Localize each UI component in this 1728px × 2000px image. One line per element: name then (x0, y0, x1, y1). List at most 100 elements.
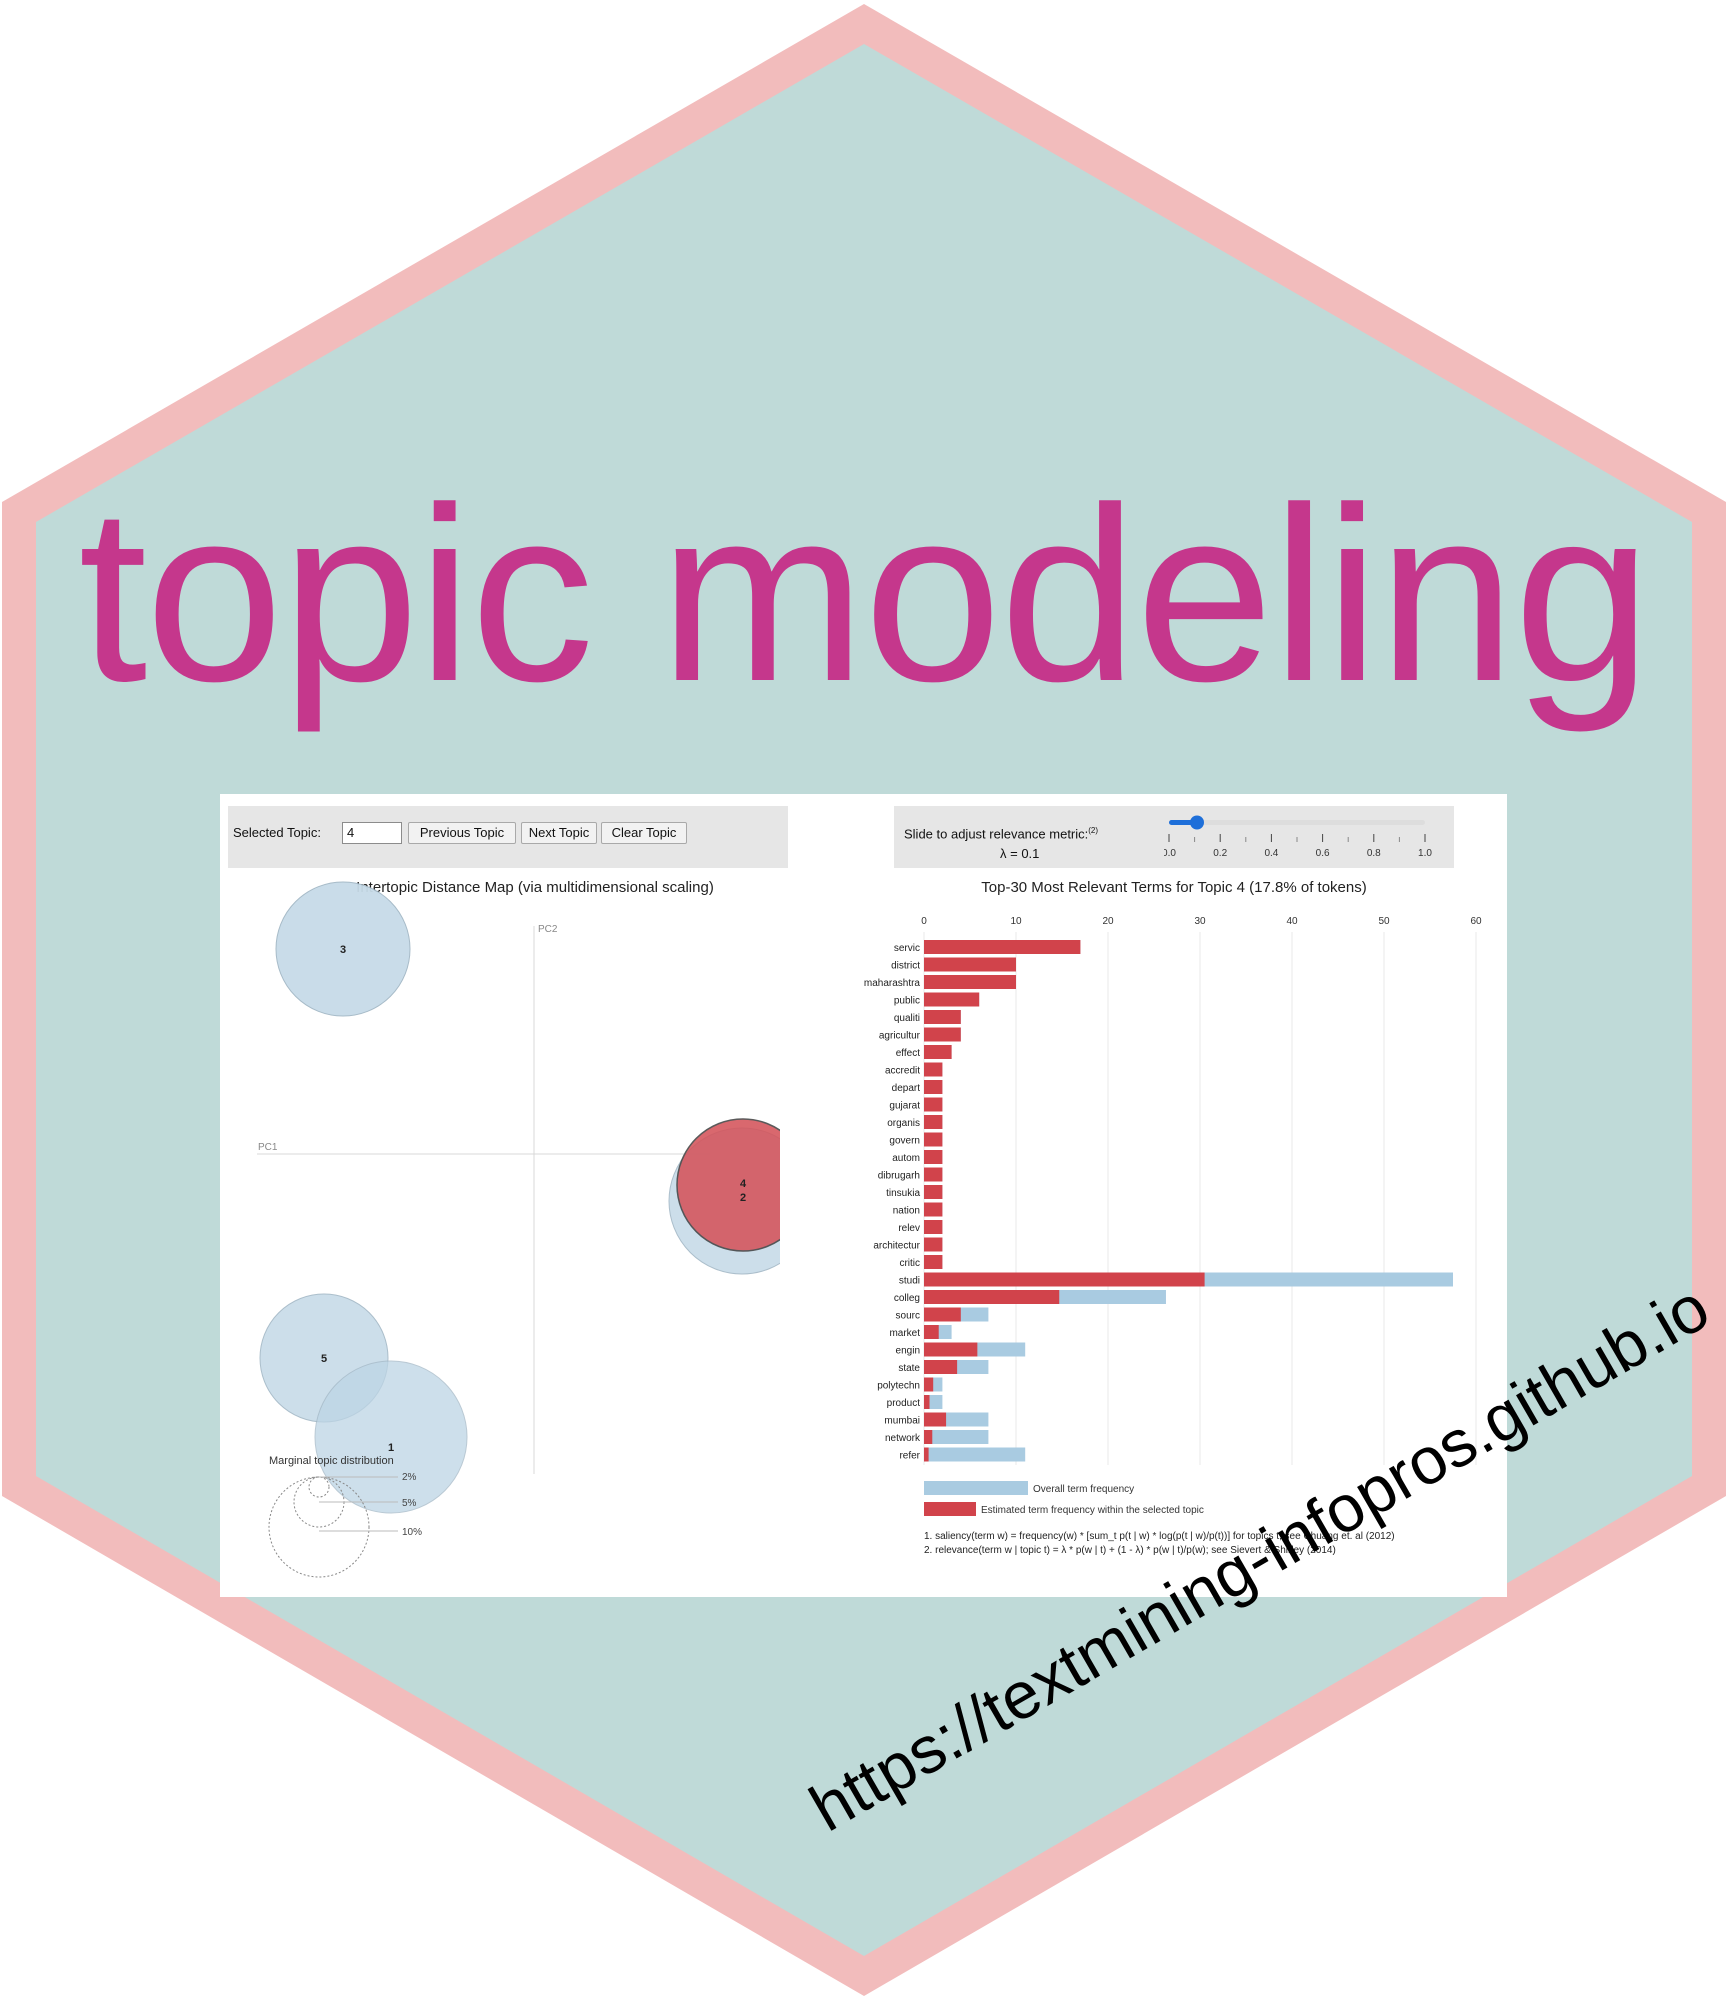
slider-ticks: 0.0 0.2 0.4 0.6 0.8 1.0 (1164, 834, 1432, 859)
bar-estimated[interactable] (924, 1202, 943, 1217)
size-circle-10 (268, 1476, 370, 1578)
term-label[interactable]: architectur (873, 1241, 920, 1252)
term-label[interactable]: public (894, 996, 920, 1007)
bar-estimated[interactable] (924, 975, 1016, 989)
sticker-title: topic modeling (78, 455, 1651, 733)
x-tick-label: 60 (1470, 916, 1482, 927)
term-label[interactable]: govern (889, 1136, 920, 1147)
bar-estimated[interactable] (924, 1377, 934, 1392)
term-label[interactable]: accredit (885, 1066, 920, 1077)
bar-estimated[interactable] (924, 1325, 939, 1339)
x-tick-label: 20 (1102, 916, 1114, 927)
term-label[interactable]: servic (894, 943, 920, 954)
x-tick-label: 30 (1194, 916, 1206, 927)
slider-tick-label: 0.6 (1316, 848, 1330, 859)
bar-estimated[interactable] (924, 1447, 929, 1462)
size-label-10: 10% (402, 1527, 422, 1538)
slider-tick-label: 0.4 (1264, 848, 1278, 859)
x-tick-label: 50 (1378, 916, 1390, 927)
bar-estimated[interactable] (924, 940, 1081, 954)
clear-topic-button[interactable]: Clear Topic (601, 822, 687, 844)
legend-label-overall: Overall term frequency (1033, 1484, 1134, 1495)
term-label[interactable]: dibrugarh (878, 1171, 920, 1182)
slider-thumb[interactable] (1190, 815, 1204, 830)
term-label[interactable]: studi (899, 1276, 920, 1287)
chart-x-ticks: 0 10 20 30 40 50 60 (921, 916, 1482, 927)
bar-estimated[interactable] (924, 1097, 943, 1112)
bar-estimated[interactable] (924, 1255, 943, 1269)
term-label[interactable]: relev (898, 1223, 920, 1234)
topic-circle-1[interactable] (314, 1360, 468, 1514)
term-label[interactable]: critic (899, 1258, 920, 1269)
topic-circle-3[interactable] (275, 881, 411, 1017)
bar-estimated[interactable] (924, 1412, 947, 1427)
x-tick-label: 10 (1010, 916, 1022, 927)
topic-label-5: 5 (321, 1353, 327, 1365)
bar-estimated[interactable] (924, 1150, 943, 1164)
bar-estimated[interactable] (924, 1342, 978, 1357)
term-label[interactable]: product (887, 1398, 921, 1409)
bar-estimated[interactable] (924, 1430, 933, 1444)
slider-tick-label: 0.8 (1367, 848, 1381, 859)
bar-estimated[interactable] (924, 1307, 961, 1322)
slider-track[interactable] (1169, 820, 1425, 825)
bar-estimated[interactable] (924, 957, 1016, 972)
bar-estimated[interactable] (924, 1220, 943, 1234)
selected-topic-label: Selected Topic: (233, 825, 321, 840)
term-label[interactable]: nation (893, 1206, 920, 1217)
bar-overall[interactable] (924, 1447, 1026, 1462)
bar-estimated[interactable] (924, 992, 980, 1007)
term-label[interactable]: polytechn (877, 1381, 920, 1392)
bar-estimated[interactable] (924, 1272, 1205, 1287)
bar-estimated[interactable] (924, 1360, 958, 1374)
bar-estimated[interactable] (924, 1290, 1060, 1304)
topic-circle-4-selected[interactable] (676, 1118, 780, 1252)
bar-estimated[interactable] (924, 1115, 943, 1129)
term-label[interactable]: qualiti (894, 1013, 920, 1024)
bar-estimated[interactable] (924, 1132, 943, 1147)
term-label[interactable]: network (885, 1433, 921, 1444)
term-label[interactable]: tinsukia (886, 1188, 920, 1199)
term-label[interactable]: depart (892, 1083, 921, 1094)
term-label[interactable]: refer (899, 1451, 920, 1462)
bar-estimated[interactable] (924, 1395, 930, 1409)
slider-tick-label: 0.2 (1213, 848, 1227, 859)
term-label[interactable]: colleg (894, 1293, 920, 1304)
topic-label-3: 3 (340, 944, 346, 956)
bar-estimated[interactable] (924, 1062, 943, 1077)
term-label[interactable]: organis (887, 1118, 920, 1129)
term-label[interactable]: autom (892, 1153, 920, 1164)
term-label[interactable]: sourc (896, 1311, 920, 1322)
bar-estimated[interactable] (924, 1010, 961, 1024)
term-label[interactable]: maharashtra (864, 978, 921, 989)
topic-label-4: 4 (740, 1178, 747, 1190)
previous-topic-button[interactable]: Previous Topic (408, 822, 516, 844)
term-label[interactable]: gujarat (889, 1101, 920, 1112)
bar-estimated[interactable] (924, 1167, 943, 1182)
pc2-label: PC2 (538, 924, 558, 935)
term-label[interactable]: engin (896, 1346, 920, 1357)
slider-label-sup: (2) (1088, 826, 1099, 835)
bar-estimated[interactable] (924, 1045, 952, 1059)
map-title: Intertopic Distance Map (via multidimens… (356, 879, 714, 896)
bar-overall[interactable] (924, 1430, 989, 1444)
bar-estimated[interactable] (924, 1080, 943, 1094)
term-label[interactable]: mumbai (884, 1416, 920, 1427)
relevance-slider[interactable]: 0.0 0.2 0.4 0.6 0.8 1.0 (1164, 806, 1454, 868)
term-label[interactable]: market (889, 1328, 920, 1339)
selected-topic-input[interactable]: 4 (342, 822, 402, 844)
size-label-2: 2% (402, 1472, 417, 1483)
term-label[interactable]: district (891, 961, 920, 972)
slider-tick-label: 1.0 (1418, 848, 1432, 859)
bar-estimated[interactable] (924, 1185, 943, 1199)
term-label[interactable]: effect (896, 1048, 920, 1059)
slider-tick-label: 0.0 (1164, 848, 1176, 859)
term-label[interactable]: agricultur (879, 1031, 921, 1042)
relevance-controls: Slide to adjust relevance metric:(2) λ =… (894, 806, 1454, 868)
legend-swatch-estimated (924, 1502, 976, 1516)
chart-bars (924, 940, 1453, 1462)
term-label[interactable]: state (898, 1363, 920, 1374)
next-topic-button[interactable]: Next Topic (521, 822, 597, 844)
bar-estimated[interactable] (924, 1237, 943, 1252)
bar-estimated[interactable] (924, 1027, 961, 1042)
